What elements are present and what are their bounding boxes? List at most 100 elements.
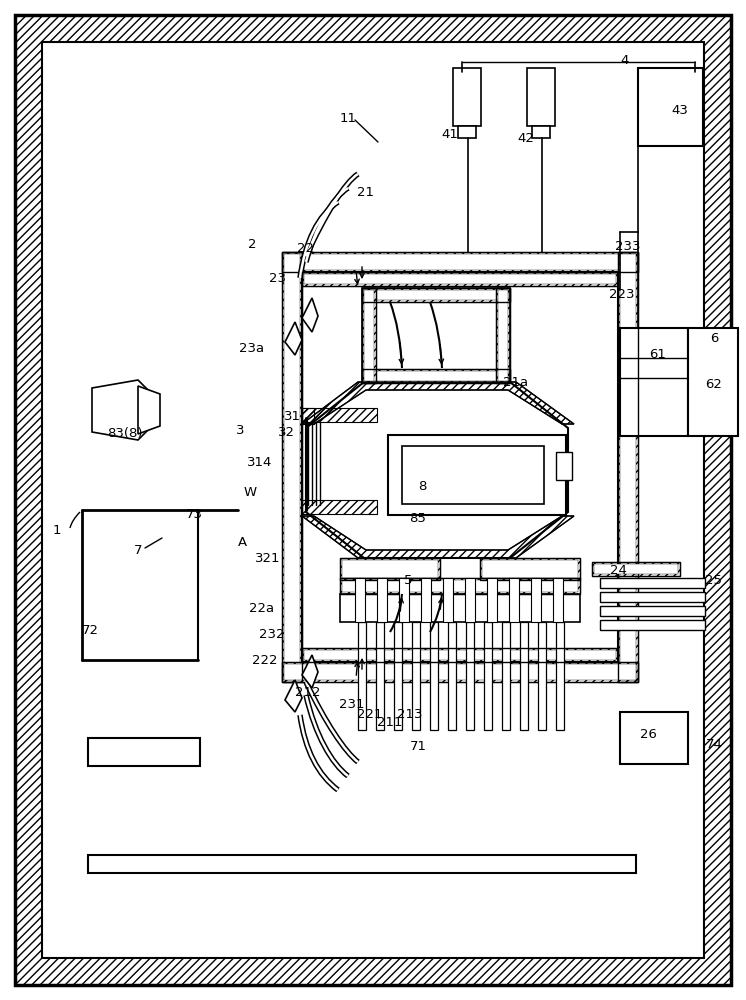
Bar [364,371,508,381]
Bar [302,648,618,662]
Bar [364,290,508,300]
Bar [304,650,616,660]
Bar [520,622,528,730]
Bar [302,272,618,286]
Text: 3: 3 [236,424,244,436]
Bar [364,290,374,381]
Bar [304,274,616,284]
Text: 23a: 23a [239,342,265,355]
Bar [538,622,546,730]
Bar [638,68,703,146]
Bar [600,606,705,616]
Text: 314: 314 [248,456,273,468]
Text: 233: 233 [615,239,641,252]
Bar [430,622,438,730]
Text: 6: 6 [709,332,718,344]
Bar [600,592,705,602]
Bar [302,500,377,514]
Text: 231: 231 [339,698,365,710]
Text: 2: 2 [248,238,256,251]
Polygon shape [306,382,568,558]
Bar [592,562,680,576]
Text: 222: 222 [252,654,278,666]
Bar [282,252,638,272]
Bar [282,662,638,682]
Bar [402,446,544,504]
Text: 31: 31 [283,410,301,422]
Bar [282,252,302,682]
Bar [532,126,550,138]
Text: 11: 11 [339,111,357,124]
Bar [362,288,510,383]
Bar [376,622,384,730]
Bar [282,662,638,682]
Bar [88,855,636,873]
Text: 22a: 22a [249,601,275,614]
Text: 62: 62 [706,377,722,390]
Bar [362,288,376,383]
Bar [466,622,474,730]
Text: 85: 85 [410,512,427,524]
Text: 26: 26 [639,728,656,742]
Bar [340,558,440,580]
Bar [592,562,680,576]
Bar [340,558,440,580]
Bar [340,594,580,622]
Bar [342,560,438,578]
Text: W: W [243,486,257,498]
Bar [496,288,510,383]
Text: 72: 72 [81,624,98,637]
Bar [340,578,580,594]
Bar [496,288,510,383]
Text: 321: 321 [255,552,280,564]
Text: 7: 7 [134,544,142,556]
Bar [282,252,638,272]
Bar [42,42,704,958]
Bar [362,288,510,302]
Bar [362,369,510,383]
Bar [620,712,688,764]
Bar [553,578,563,622]
Bar [480,558,580,580]
Bar [388,435,566,515]
Text: 61: 61 [650,349,666,361]
Bar [399,578,409,622]
Text: 212: 212 [295,686,321,698]
Text: 43: 43 [671,104,689,116]
Bar [421,578,431,622]
Bar [443,578,453,622]
Bar [618,252,638,682]
Bar [531,578,541,622]
Text: 41: 41 [442,127,459,140]
Bar [618,252,638,682]
Text: 5: 5 [404,574,413,586]
Text: 74: 74 [706,738,722,752]
Bar [302,272,618,662]
Bar [484,622,492,730]
Bar [465,578,475,622]
Text: 32: 32 [278,426,295,438]
Bar [302,408,377,422]
Bar [394,622,402,730]
Text: 21: 21 [357,186,374,198]
Bar [556,622,564,730]
Bar [502,622,510,730]
Polygon shape [285,322,302,355]
Text: 8: 8 [418,480,426,492]
Bar [302,408,314,424]
Text: A: A [237,536,247,548]
Bar [527,68,555,126]
Bar [453,68,481,126]
Bar [412,622,420,730]
Bar [358,622,366,730]
Polygon shape [302,298,318,332]
Bar [620,328,688,436]
Bar [284,254,300,680]
Bar [355,578,365,622]
Text: 223: 223 [609,288,635,300]
Bar [480,558,580,580]
Text: 71: 71 [410,740,427,752]
Text: 22: 22 [296,241,313,254]
Text: 221: 221 [357,708,383,720]
Bar [282,252,302,682]
